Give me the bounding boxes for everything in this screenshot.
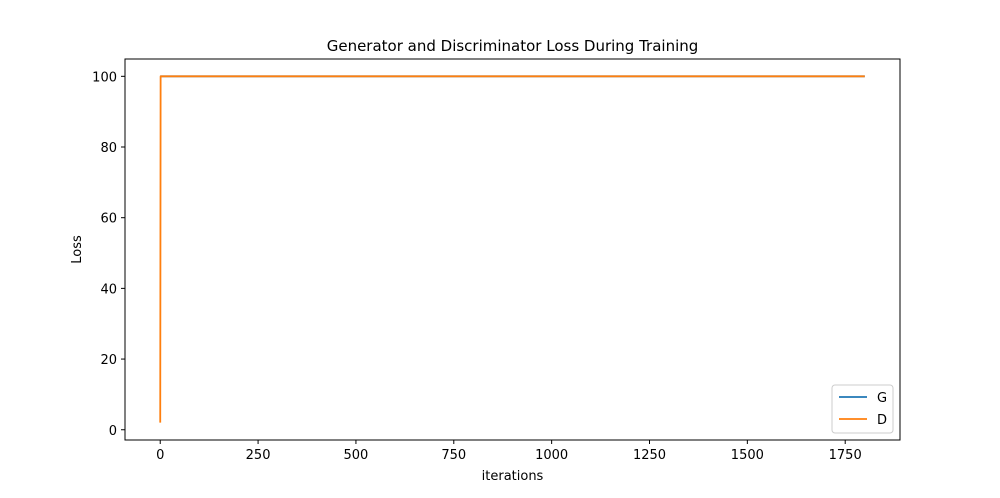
legend: G D bbox=[831, 384, 894, 434]
chart-title: Generator and Discriminator Loss During … bbox=[327, 37, 699, 55]
y-tick-label: 20 bbox=[100, 353, 117, 368]
y-tick-label: 0 bbox=[109, 424, 117, 439]
series-layer bbox=[159, 75, 865, 423]
x-tick-label: 1750 bbox=[829, 448, 862, 463]
y-tick-label: 40 bbox=[100, 282, 117, 297]
x-tick-label: 1500 bbox=[731, 448, 764, 463]
series-line-d bbox=[159, 75, 865, 423]
legend-label-g: G bbox=[877, 391, 887, 406]
y-tick-label: 80 bbox=[100, 141, 117, 156]
plot-frame bbox=[124, 58, 901, 441]
x-axis-ticks: 0 250 500 750 1000 1250 1500 1750 bbox=[156, 440, 862, 463]
x-tick-label: 0 bbox=[156, 448, 164, 463]
y-tick-label: 60 bbox=[100, 212, 117, 227]
y-axis-label: Loss bbox=[70, 235, 85, 264]
plot-area bbox=[125, 59, 900, 440]
x-tick-label: 1250 bbox=[633, 448, 666, 463]
legend-label-d: D bbox=[877, 413, 887, 428]
x-tick-label: 500 bbox=[344, 448, 369, 463]
y-tick-label: 100 bbox=[92, 70, 117, 85]
y-axis-ticks: 0 20 40 60 80 100 bbox=[92, 70, 125, 439]
x-tick-label: 250 bbox=[246, 448, 271, 463]
x-tick-label: 1000 bbox=[535, 448, 568, 463]
x-tick-label: 750 bbox=[441, 448, 466, 463]
x-axis-label: iterations bbox=[482, 469, 544, 484]
